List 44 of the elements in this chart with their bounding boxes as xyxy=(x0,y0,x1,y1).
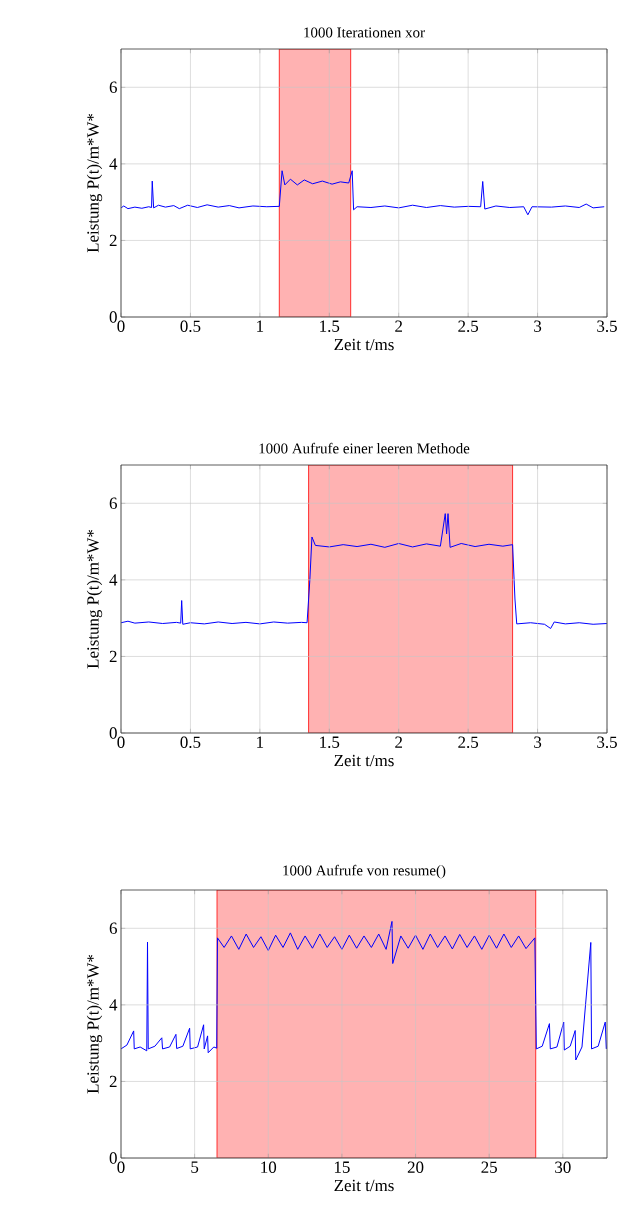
x-tick-label: 2.5 xyxy=(458,320,479,332)
x-tick-label: 2 xyxy=(395,320,403,332)
chart-title: 1000 Iterationen xor xyxy=(304,27,425,38)
y-tick-label: 6 xyxy=(109,922,117,934)
y-axis-title: Leistung P(t)/m*W* xyxy=(86,529,103,669)
x-tick-label: 15 xyxy=(334,1161,350,1173)
x-tick-label: 1 xyxy=(257,736,264,748)
y-tick-label: 0 xyxy=(109,311,117,323)
x-tick-label: 3 xyxy=(534,320,542,332)
y-tick-label: 2 xyxy=(109,1075,117,1088)
line-series xyxy=(121,170,605,216)
chart-title: 1000 Aufrufe einer leeren Methode xyxy=(259,442,470,454)
x-tick-label: 2.5 xyxy=(458,736,479,748)
y-tick-label: 6 xyxy=(109,497,117,509)
x-tick-label: 30 xyxy=(555,1161,571,1173)
line-series xyxy=(121,513,607,629)
x-tick-label: 1.5 xyxy=(320,736,340,748)
x-tick-label: 0.5 xyxy=(180,320,201,333)
x-tick-label: 25 xyxy=(481,1161,497,1173)
x-tick-label: 1.5 xyxy=(320,320,340,332)
x-tick-label: 5 xyxy=(191,1161,199,1173)
x-tick-label: 0.5 xyxy=(180,736,201,749)
x-tick-label: 3.5 xyxy=(597,736,617,748)
y-tick-label: 4 xyxy=(109,574,118,586)
line-series xyxy=(121,920,607,1061)
y-tick-label: 0 xyxy=(109,1152,117,1164)
x-axis-title: Zeit t/ms xyxy=(334,338,394,351)
x-axis-title: Zeit t/ms xyxy=(334,754,394,767)
y-tick-label: 2 xyxy=(109,234,117,247)
y-tick-label: 0 xyxy=(109,727,117,739)
x-axis-title: Zeit t/ms xyxy=(334,1179,394,1192)
y-tick-label: 2 xyxy=(109,650,117,663)
x-tick-label: 2 xyxy=(395,736,403,748)
y-tick-label: 4 xyxy=(109,158,118,170)
x-tick-label: 20 xyxy=(407,1161,424,1173)
x-tick-label: 3.5 xyxy=(597,320,617,332)
x-tick-label: 10 xyxy=(261,1161,277,1173)
y-tick-label: 6 xyxy=(109,81,117,93)
x-tick-label: 1 xyxy=(257,320,264,332)
chart-title: 1000 Aufrufe von resume() xyxy=(283,864,446,879)
y-axis-title: Leistung P(t)/m*W* xyxy=(86,113,103,253)
y-axis-title: Leistung P(t)/m*W* xyxy=(86,954,103,1094)
x-tick-label: 3 xyxy=(534,736,542,748)
y-tick-label: 4 xyxy=(109,999,118,1011)
